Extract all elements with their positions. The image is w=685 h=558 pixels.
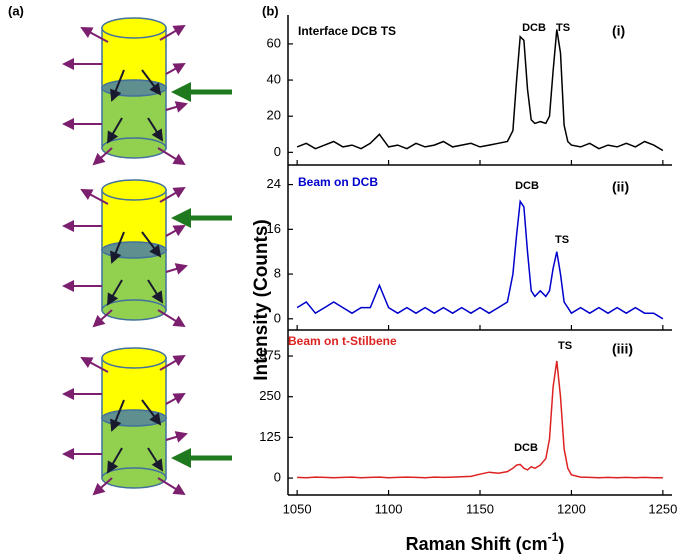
- y-tick-label: 16: [267, 221, 281, 236]
- x-tick-label: 1250: [648, 501, 677, 516]
- x-axis-label-text: Raman Shift (cm: [406, 534, 548, 554]
- x-axis-label: Raman Shift (cm-1): [406, 530, 565, 554]
- peak-label: TS: [555, 234, 569, 246]
- cylinder: [64, 348, 186, 494]
- x-tick-label: 1200: [557, 501, 586, 516]
- y-tick-label: 0: [274, 470, 281, 485]
- y-tick-label: 0: [274, 144, 281, 159]
- y-tick-label: 20: [267, 108, 281, 123]
- panel-label: (b): [262, 3, 279, 18]
- y-tick-label: 8: [274, 266, 281, 281]
- x-tick-label: 1050: [283, 501, 312, 516]
- y-axis-label: Intensity (Counts): [251, 219, 272, 381]
- x-axis-label-end: ): [558, 534, 564, 554]
- y-tick-label: 250: [259, 388, 281, 403]
- peak-label: TS: [556, 22, 570, 34]
- x-axis-label-sup: -1: [548, 530, 559, 544]
- peak-label: TS: [558, 340, 572, 352]
- panel-label: (i): [612, 23, 625, 39]
- y-tick-label: 125: [259, 429, 281, 444]
- peak-label: DCB: [522, 22, 546, 34]
- y-tick-label: 0: [274, 310, 281, 325]
- spectrum-line: [297, 360, 663, 479]
- y-tick-label: 60: [267, 35, 281, 50]
- y-tick-label: 24: [267, 176, 281, 191]
- y-tick-label: 40: [267, 71, 281, 86]
- y-tick-label: 375: [259, 347, 281, 362]
- panel-title: Interface DCB TS: [298, 24, 396, 38]
- spectrum-line: [296, 29, 664, 152]
- x-tick-label: 1150: [466, 501, 494, 516]
- x-tick-label: 1100: [375, 501, 403, 516]
- peak-label: DCB: [514, 442, 538, 454]
- green-arrows: [171, 82, 232, 468]
- peak-label: DCB: [515, 180, 539, 192]
- cylinder: [64, 18, 186, 164]
- cylinder: [64, 180, 186, 326]
- panel-label: (a): [8, 3, 24, 18]
- panel-title: Beam on DCB: [298, 175, 378, 189]
- spectrum-line: [296, 199, 664, 320]
- panel-label: (iii): [612, 341, 633, 357]
- panel-title: Beam on t-Stilbene: [288, 334, 397, 348]
- panel-label: (ii): [612, 179, 629, 195]
